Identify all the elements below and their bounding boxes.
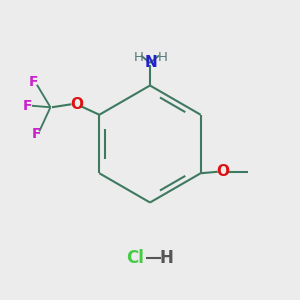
Text: H: H xyxy=(158,51,167,64)
Text: Cl: Cl xyxy=(126,249,144,267)
Text: N: N xyxy=(144,55,157,70)
Text: F: F xyxy=(32,127,42,141)
Text: H: H xyxy=(160,249,173,267)
Text: F: F xyxy=(29,75,39,89)
Text: H: H xyxy=(134,51,143,64)
Text: F: F xyxy=(23,99,33,113)
Text: O: O xyxy=(216,164,229,179)
Text: O: O xyxy=(70,97,83,112)
